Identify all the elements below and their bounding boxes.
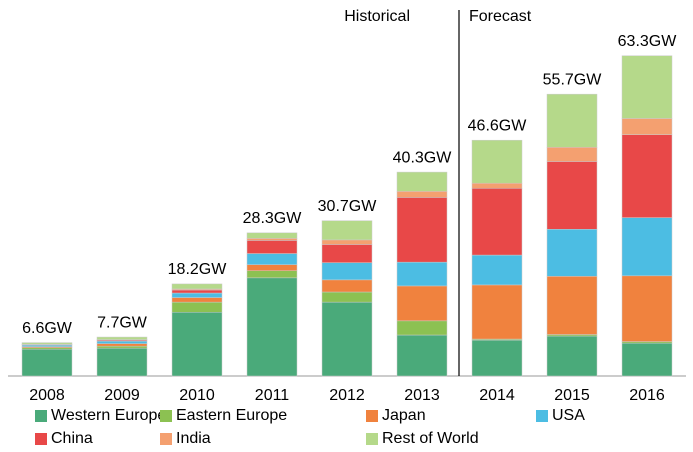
bar-segment: [621, 217, 673, 277]
bar-segment: [321, 262, 373, 281]
bar-segment: [171, 311, 223, 377]
legend-swatch: [160, 410, 172, 422]
bar-segment: [246, 232, 298, 239]
bar-segment: [546, 161, 598, 230]
bar-segment: [396, 334, 448, 377]
bar-segment: [546, 229, 598, 277]
bar-segment: [246, 277, 298, 377]
bar-segment: [21, 348, 73, 377]
bar-segment: [96, 340, 148, 344]
bar-segment: [396, 191, 448, 198]
legend-swatch: [366, 410, 378, 422]
total-label: 55.7GW: [543, 71, 603, 88]
total-label: 28.3GW: [243, 210, 303, 227]
bar-segment: [21, 342, 73, 345]
bar-segment: [396, 261, 448, 287]
bar-segment: [246, 238, 298, 241]
bar-segment: [321, 291, 373, 303]
legend-swatch: [366, 433, 378, 445]
bar-segment: [321, 244, 373, 263]
x-tick-label: 2014: [479, 387, 515, 404]
bar-segment: [246, 264, 298, 272]
bar-segment: [471, 188, 523, 256]
bar-segment: [321, 279, 373, 293]
x-tick-label: 2010: [179, 387, 215, 404]
bar-segment: [621, 55, 673, 119]
bar-segment: [321, 220, 373, 241]
bar-segment: [171, 297, 223, 303]
bar-segment: [621, 118, 673, 135]
bar-segment: [246, 240, 298, 254]
bar-segment: [546, 335, 598, 377]
x-tick-label: 2013: [404, 387, 440, 404]
bar-segment: [321, 239, 373, 245]
bar-segment: [321, 301, 373, 377]
total-label: 63.3GW: [618, 33, 678, 50]
x-tick-label: 2009: [104, 387, 140, 404]
legend-swatch: [35, 433, 47, 445]
legend-label: China: [51, 430, 93, 447]
total-label: 6.6GW: [22, 320, 73, 337]
bar-segment: [621, 134, 673, 218]
bar-segment: [171, 283, 223, 290]
total-label: 18.2GW: [168, 261, 228, 278]
bar-segment: [396, 320, 448, 336]
legend-label: Eastern Europe: [176, 407, 287, 424]
x-tick-label: 2008: [29, 387, 65, 404]
bar-segment: [171, 289, 223, 294]
bar-segment: [171, 301, 223, 313]
legend-label: USA: [552, 407, 585, 424]
bar-segment: [96, 343, 148, 347]
annotation: Historical: [344, 8, 410, 25]
bar-segment: [246, 253, 298, 265]
legend-label: India: [176, 430, 211, 447]
bar-segment: [396, 171, 448, 192]
bar-segment: [546, 147, 598, 162]
x-tick-label: 2016: [629, 387, 665, 404]
bar-segment: [471, 284, 523, 340]
bar-segment: [546, 93, 598, 148]
bar-segment: [471, 339, 523, 377]
bar-segment: [471, 254, 523, 286]
total-label: 30.7GW: [318, 198, 378, 215]
legend-swatch: [536, 410, 548, 422]
total-label: 46.6GW: [468, 117, 528, 134]
bar-segment: [621, 275, 673, 342]
bar-segment: [246, 270, 298, 279]
bar-segment: [96, 347, 148, 377]
bar-segment: [171, 292, 223, 298]
bar-segment: [396, 197, 448, 263]
bar-segment: [471, 139, 523, 184]
legend-label: Western Europe: [51, 407, 166, 424]
bar-segment: [396, 285, 448, 322]
bar-segment: [471, 182, 523, 189]
legend-swatch: [35, 410, 47, 422]
total-label: 7.7GW: [97, 314, 148, 331]
bar-segment: [96, 336, 148, 340]
annotation: Forecast: [469, 8, 532, 25]
x-tick-label: 2012: [329, 387, 365, 404]
bar-segment: [96, 345, 148, 349]
bar-segment: [546, 276, 598, 335]
legend-swatch: [160, 433, 172, 445]
total-label: 40.3GW: [393, 149, 453, 166]
legend-label: Japan: [382, 407, 426, 424]
x-tick-label: 2011: [255, 387, 290, 404]
bar-segment: [621, 342, 673, 377]
x-tick-label: 2015: [554, 387, 590, 404]
legend-label: Rest of World: [382, 430, 479, 447]
